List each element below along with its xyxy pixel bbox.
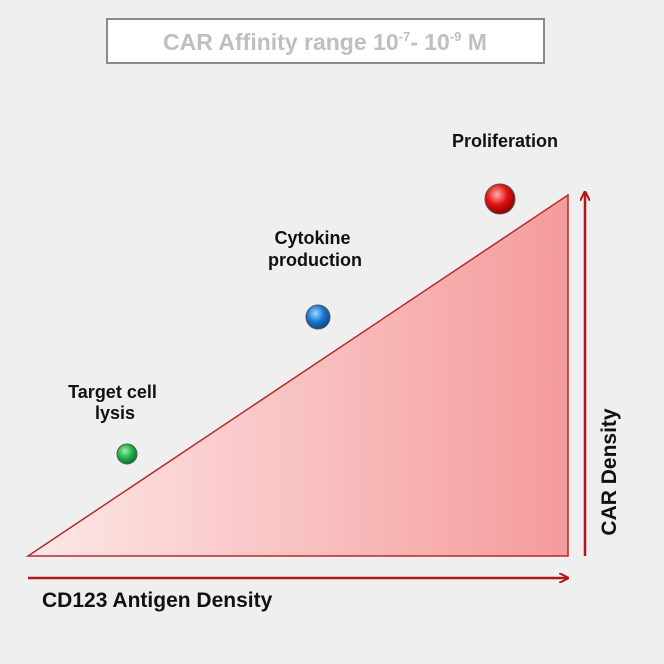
title-box — [106, 18, 545, 64]
label: Cytokine production — [268, 228, 362, 270]
label-line: Cytokine — [274, 228, 350, 248]
label: Proliferation — [452, 131, 558, 151]
red-dot — [484, 183, 516, 215]
title: CAR Affinity range 10-7- 10-9 M — [163, 29, 487, 55]
label-line: production — [268, 250, 362, 270]
label: Target cell lysis — [68, 382, 162, 423]
title-text: M — [461, 29, 487, 55]
title-superscript: -7 — [399, 29, 411, 44]
title-text: - 10 — [410, 29, 450, 55]
y-axis-label: CAR Density — [598, 408, 621, 536]
label-line: Proliferation — [452, 131, 558, 151]
triangle — [25, 193, 569, 557]
title-superscript: -9 — [450, 29, 462, 44]
label-line: Target cell — [68, 382, 157, 402]
title-text: CAR Affinity range 10 — [163, 29, 399, 55]
x-axis-label: CD123 Antigen Density — [42, 589, 273, 612]
green-dot — [116, 443, 138, 465]
blue-dot — [305, 304, 331, 330]
label-line: lysis — [95, 403, 135, 423]
